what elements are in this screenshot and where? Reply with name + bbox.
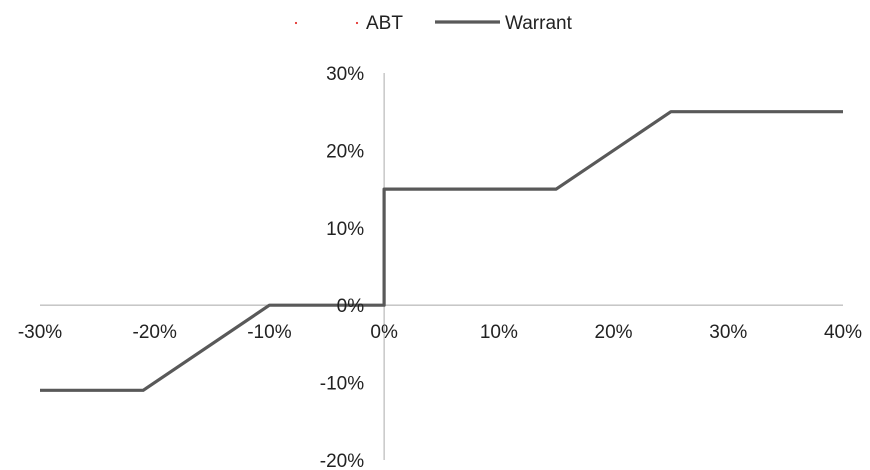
y-tick-label: 30%: [326, 64, 364, 85]
x-tick-label: -10%: [247, 322, 291, 343]
x-tick-label: 10%: [480, 322, 518, 343]
y-tick-label: 10%: [326, 219, 364, 240]
tick-labels: -30% -20% -10% 0% 10% 20% 30% 40% 30% 20% 10% 0% -10…: [18, 64, 862, 470]
legend-marker-abt: [355, 21, 359, 25]
x-tick-label: 20%: [595, 322, 633, 343]
y-tick-label: 20%: [326, 141, 364, 162]
x-tick-label: -30%: [18, 322, 62, 343]
x-tick-label: 40%: [824, 322, 862, 343]
x-tick-label: -20%: [133, 322, 177, 343]
legend: ABT Warrant: [294, 13, 573, 34]
legend-marker-abt: [294, 21, 298, 25]
x-tick-label: 30%: [709, 322, 747, 343]
x-tick-label: 0%: [370, 322, 398, 343]
legend-label-abt: ABT: [366, 13, 403, 34]
legend-label-warrant: Warrant: [505, 13, 573, 34]
series-line-warrant: [40, 110, 843, 392]
y-tick-label: -10%: [320, 374, 364, 395]
y-tick-label: 0%: [337, 296, 365, 317]
axes: [40, 73, 843, 460]
y-tick-label: -20%: [320, 451, 364, 470]
series-layer: [40, 110, 843, 392]
